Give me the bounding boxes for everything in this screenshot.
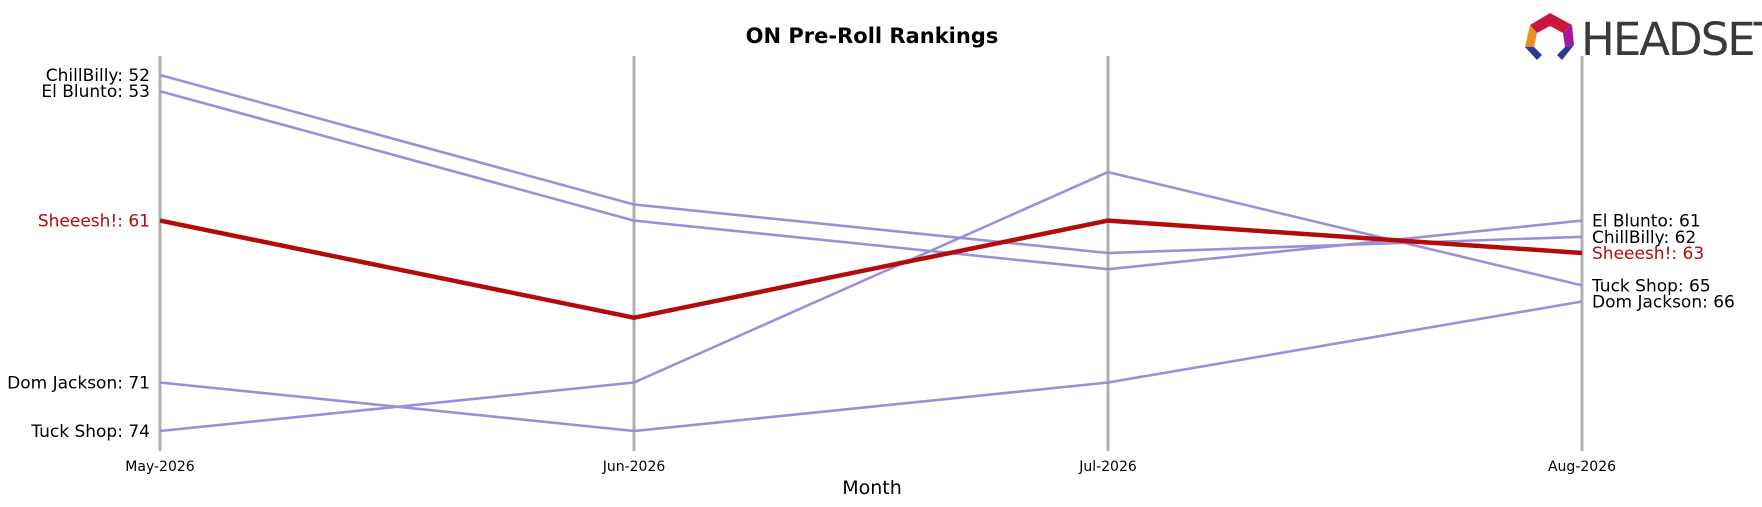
end-label-chillbilly: ChillBilly: 62 (1592, 228, 1696, 248)
month-gridlines (158, 56, 1584, 451)
x-tick-may-2026: May-2026 (125, 459, 194, 475)
x-axis-title: Month (842, 477, 902, 499)
headset-logo-text: HEADSET (1581, 13, 1762, 66)
x-tick-jun-2026: Jun-2026 (602, 459, 666, 475)
series-end-labels: ChillBilly: 52 ChillBilly: 62 El Blunto: 5… (7, 66, 1735, 442)
chart-title: ON Pre-Roll Rankings (746, 24, 999, 48)
series-line-tuck-shop (159, 170, 1583, 433)
end-label-el-blunto: El Blunto: 61 (1592, 212, 1701, 232)
end-label-sheeesh: Sheeesh!: 63 (1592, 244, 1704, 264)
series-line-sheeesh (159, 218, 1583, 320)
start-label-dom-jackson: Dom Jackson: 71 (7, 374, 150, 394)
start-label-el-blunto: El Blunto: 53 (41, 82, 150, 102)
x-tick-jul-2026: Jul-2026 (1078, 459, 1137, 475)
end-label-tuck-shop: Tuck Shop: 65 (1591, 276, 1711, 296)
end-label-dom-jackson: Dom Jackson: 66 (1592, 293, 1735, 313)
x-tick-aug-2026: Aug-2026 (1548, 459, 1616, 475)
headset-logo: HEADSET (1525, 13, 1762, 66)
start-label-chillbilly: ChillBilly: 52 (46, 66, 150, 86)
series-line-chillbilly (159, 73, 1583, 255)
series-lines (159, 73, 1583, 433)
x-tick-labels: May-2026 Jun-2026 Jul-2026 Aug-2026 (125, 459, 1616, 475)
series-line-el-blunto (159, 89, 1583, 271)
series-line-dom-jackson (159, 300, 1583, 433)
start-label-sheeesh: Sheeesh!: 61 (38, 212, 150, 232)
start-label-tuck-shop: Tuck Shop: 74 (30, 422, 150, 442)
headset-logo-icon (1525, 13, 1574, 60)
